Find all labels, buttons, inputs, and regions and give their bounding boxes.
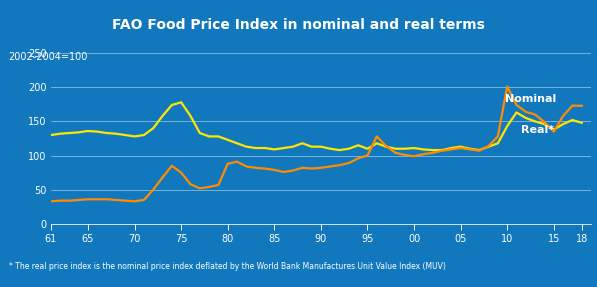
Text: * The real price index is the nominal price index deflated by the World Bank Man: * The real price index is the nominal pr… bbox=[9, 262, 446, 271]
Text: Nominal: Nominal bbox=[505, 94, 556, 104]
Text: Real*: Real* bbox=[521, 125, 554, 135]
Text: 2002-2004=100: 2002-2004=100 bbox=[8, 52, 87, 62]
Text: FAO Food Price Index in nominal and real terms: FAO Food Price Index in nominal and real… bbox=[112, 18, 485, 32]
